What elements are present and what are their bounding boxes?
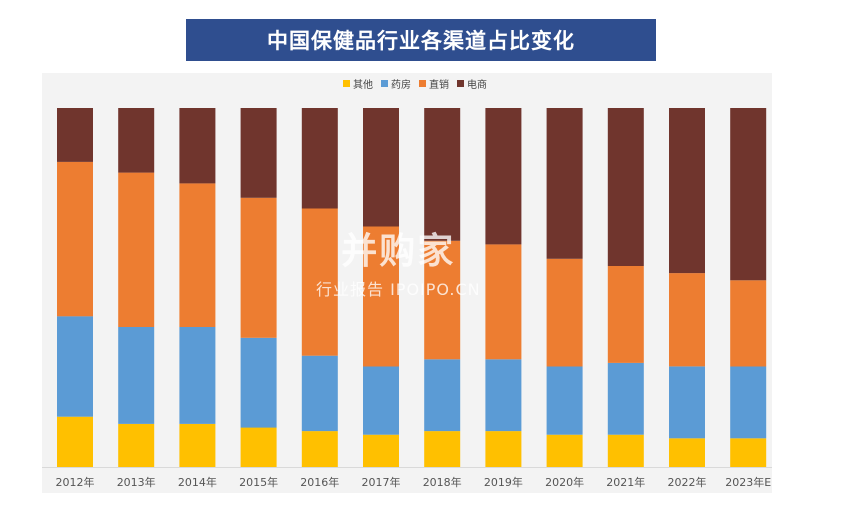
bar-segment-pharmacy-1 xyxy=(118,327,155,424)
bar-segment-direct-sales-11 xyxy=(730,280,767,367)
legend-item-ecommerce: 电商 xyxy=(457,76,487,91)
chart-title: 中国保健品行业各渠道占比变化 xyxy=(186,19,656,61)
legend-item-pharmacy: 药房 xyxy=(381,76,411,91)
x-tick-label: 2021年 xyxy=(606,475,645,489)
bar-segment-other-9 xyxy=(607,434,644,467)
bar-segment-direct-sales-1 xyxy=(118,172,155,327)
bar-segment-ecommerce-9 xyxy=(607,108,644,266)
legend-label-direct-sales: 直销 xyxy=(429,80,449,91)
bar-segment-direct-sales-2 xyxy=(179,183,216,327)
legend-swatch-ecommerce xyxy=(457,80,464,87)
bar-segment-other-8 xyxy=(546,434,583,467)
legend-swatch-pharmacy xyxy=(381,80,388,87)
bar-segment-direct-sales-0 xyxy=(57,161,93,317)
legend-item-direct-sales: 直销 xyxy=(419,76,449,91)
x-tick-label: 2015年 xyxy=(239,475,278,489)
legend-item-other: 其他 xyxy=(343,76,373,91)
bar-segment-direct-sales-7 xyxy=(485,244,522,360)
bar-segment-other-7 xyxy=(485,431,522,467)
plot-area xyxy=(42,73,772,493)
bar-segment-pharmacy-4 xyxy=(301,355,338,432)
bar-segment-pharmacy-11 xyxy=(730,366,767,439)
bar-segment-pharmacy-10 xyxy=(669,366,705,439)
bar-segment-other-0 xyxy=(57,416,93,467)
bar-segment-other-10 xyxy=(669,438,705,467)
bar-segment-ecommerce-8 xyxy=(546,108,583,259)
bar-segment-other-2 xyxy=(179,423,216,467)
legend-label-pharmacy: 药房 xyxy=(391,80,411,91)
bar-segment-ecommerce-0 xyxy=(57,108,93,162)
x-tick-label: 2018年 xyxy=(423,475,462,489)
bar-segment-ecommerce-1 xyxy=(118,108,155,173)
legend-swatch-direct-sales xyxy=(419,80,426,87)
bar-segment-direct-sales-6 xyxy=(424,240,461,360)
bar-segment-pharmacy-2 xyxy=(179,327,216,424)
bar-segment-ecommerce-10 xyxy=(669,108,705,274)
x-tick-label: 2020年 xyxy=(545,475,584,489)
bar-segment-other-11 xyxy=(730,438,767,467)
bar-segment-pharmacy-3 xyxy=(240,337,277,428)
bar-segment-other-4 xyxy=(301,431,338,467)
bar-segment-ecommerce-5 xyxy=(363,108,399,227)
bar-segment-other-1 xyxy=(118,423,155,467)
bar-segment-direct-sales-8 xyxy=(546,258,583,367)
x-tick-label: 2023年E xyxy=(725,475,771,489)
x-tick-label: 2019年 xyxy=(484,475,523,489)
bar-segment-pharmacy-0 xyxy=(57,316,93,417)
legend-swatch-other xyxy=(343,80,350,87)
bar-segment-ecommerce-3 xyxy=(240,108,277,198)
bar-segment-other-5 xyxy=(363,434,399,467)
bar-segment-direct-sales-5 xyxy=(363,226,399,367)
legend-label-other: 其他 xyxy=(353,80,373,91)
bar-segment-direct-sales-10 xyxy=(669,273,705,367)
bar-segment-ecommerce-2 xyxy=(179,108,216,184)
bar-segment-pharmacy-9 xyxy=(607,362,644,435)
legend-label-ecommerce: 电商 xyxy=(467,80,487,91)
bar-segment-ecommerce-7 xyxy=(485,108,522,245)
bar-segment-pharmacy-8 xyxy=(546,366,583,435)
bar-segment-pharmacy-7 xyxy=(485,359,522,432)
bar-segment-ecommerce-6 xyxy=(424,108,461,241)
x-tick-label: 2012年 xyxy=(56,475,95,489)
bar-segment-ecommerce-4 xyxy=(301,108,338,209)
bar-segment-other-6 xyxy=(424,431,461,467)
bar-segment-pharmacy-6 xyxy=(424,359,461,432)
bar-segment-direct-sales-4 xyxy=(301,208,338,356)
x-tick-label: 2016年 xyxy=(300,475,339,489)
x-tick-label: 2022年 xyxy=(668,475,707,489)
bar-segment-direct-sales-3 xyxy=(240,197,277,338)
bar-segment-ecommerce-11 xyxy=(730,108,767,281)
x-tick-label: 2017年 xyxy=(362,475,401,489)
bar-segment-pharmacy-5 xyxy=(363,366,399,435)
bar-segment-direct-sales-9 xyxy=(607,266,644,363)
bar-segment-other-3 xyxy=(240,427,277,467)
legend: 其他 药房 直销 电商 xyxy=(343,76,487,91)
x-tick-label: 2014年 xyxy=(178,475,217,489)
x-tick-label: 2013年 xyxy=(117,475,156,489)
